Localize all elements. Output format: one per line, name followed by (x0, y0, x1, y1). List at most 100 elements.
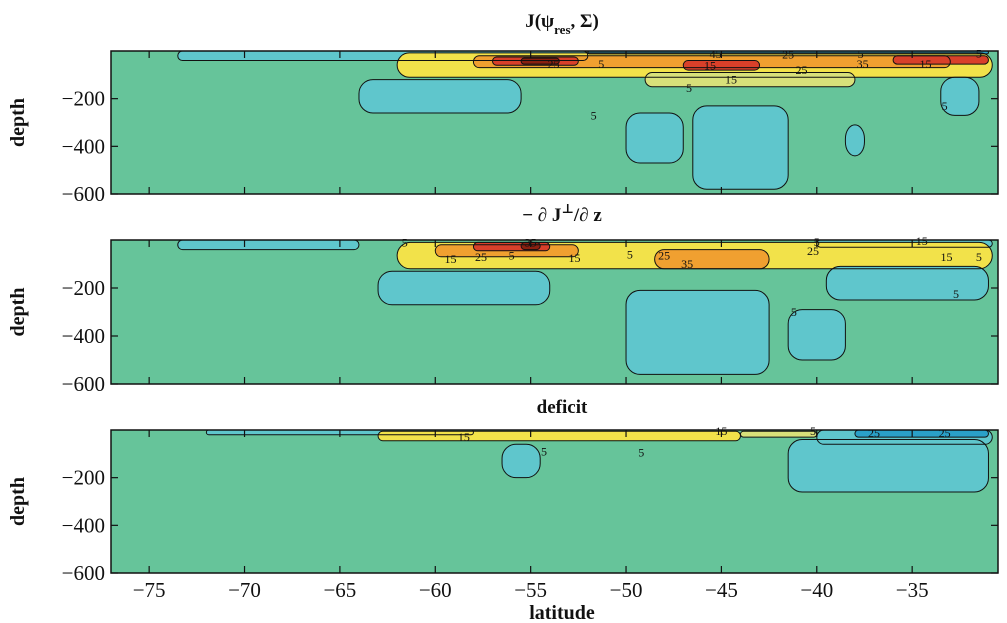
subsurface-negative-patch (788, 439, 989, 492)
contour-line (816, 430, 993, 445)
x-tick-label: −70 (228, 578, 261, 602)
contour-label: 5 (638, 446, 644, 460)
y-axis-label: depth (7, 477, 29, 526)
contour-label: 5 (591, 108, 597, 122)
contour-label: 5 (953, 287, 959, 301)
contour-label: 5 (810, 424, 816, 438)
contour-line (892, 55, 989, 65)
contour-line (358, 79, 522, 114)
high-positive-band (683, 60, 760, 71)
contour-line (472, 55, 951, 69)
subsurface-negative-patch (826, 266, 989, 300)
mid-positive-band (654, 249, 770, 269)
contour-label: 15 (916, 234, 928, 248)
x-tick-label: −60 (419, 578, 452, 602)
contour-line (396, 52, 993, 78)
contour-line (825, 265, 989, 301)
contour-label: 25 (939, 426, 951, 440)
y-tick-label: −400 (62, 513, 105, 537)
contour-line (472, 241, 551, 252)
panel-title: deficit (537, 397, 588, 418)
contour-label: 25 (868, 426, 880, 440)
contour-label: 25 (658, 249, 670, 263)
panel-title: J(ψres, Σ) (525, 11, 599, 37)
contour-line (682, 60, 761, 71)
contour-label: 5 (627, 247, 633, 261)
contour-line (492, 56, 579, 66)
contour-label: 15 (445, 252, 457, 266)
subsurface-negative-patch (788, 309, 846, 360)
contour-label: 5 (402, 235, 408, 249)
contour-line (644, 71, 856, 88)
contour-label: 35 (857, 57, 869, 71)
subsurface-negative-patch (626, 290, 770, 375)
contour-label: 5 (858, 47, 864, 61)
y-tick-label: −600 (62, 182, 105, 206)
contour-label: 15 (920, 57, 932, 71)
y-tick-label: −200 (62, 466, 105, 490)
contour-line (854, 430, 989, 438)
contour-line (501, 443, 541, 479)
x-tick-label: −40 (800, 578, 833, 602)
plot-frame (110, 429, 999, 574)
contour-line (177, 240, 360, 251)
subsurface-negative-patch (626, 112, 684, 164)
x-tick-label: −55 (514, 578, 547, 602)
contour-label: 15 (458, 430, 470, 444)
y-tick-label: −400 (62, 134, 105, 158)
contour-label: 15 (704, 58, 716, 72)
surface-negative-band (854, 430, 989, 438)
x-axis-label: latitude (529, 602, 595, 623)
x-tick-label: −50 (610, 578, 643, 602)
y-axis-label: depth (7, 98, 29, 147)
contour-line (625, 112, 684, 164)
contour-line (654, 249, 770, 270)
subsurface-negative-patch (358, 79, 522, 113)
high-positive-band (893, 55, 989, 65)
subsurface-negative-patch (378, 271, 550, 305)
plot-frame (110, 50, 999, 195)
contour-line (844, 124, 865, 157)
y-tick-label: −200 (62, 276, 105, 300)
contour-label: 5 (791, 305, 797, 319)
contour-label: 15 (940, 250, 952, 264)
y-tick-label: −400 (62, 324, 105, 348)
surface-negative-band (177, 240, 359, 250)
contour-label: 15 (569, 251, 581, 265)
contour-label: 25 (548, 57, 560, 71)
contour-label: 25 (782, 48, 794, 62)
contour-line (787, 309, 846, 361)
contour-label: 5 (541, 444, 547, 458)
subsurface-negative-patch (845, 124, 865, 156)
plot-frame (110, 239, 999, 385)
contour-label: 5 (976, 250, 982, 264)
contour-line (692, 105, 789, 190)
subsurface-negative-patch (940, 77, 979, 116)
contour-line (434, 244, 579, 258)
contour-label: 15 (725, 73, 737, 87)
contour-line (787, 439, 989, 493)
contour-label: 5 (976, 46, 982, 60)
low-positive-band (645, 72, 855, 87)
contour-line (377, 270, 551, 306)
contour-label: 35 (681, 257, 693, 271)
contour-label: 5 (942, 99, 948, 113)
subsurface-negative-patch (692, 105, 789, 190)
x-tick-label: −35 (896, 578, 929, 602)
panel-vertical-flux-divergence: − ∂ J⊥/∂ z 5153515255155253525155555 −20… (7, 201, 999, 396)
x-axis: −75 −70 −65 −60 −55 −50 −45 −40 −35 (133, 578, 929, 602)
subsurface-negative-patch (502, 444, 541, 478)
x-tick-label: −45 (705, 578, 738, 602)
contour-line (520, 57, 560, 65)
x-tick-label: −65 (323, 578, 356, 602)
y-axis-label: depth (7, 288, 29, 337)
contour-label: 25 (807, 244, 819, 258)
positive-band (740, 431, 817, 438)
contour-label: 5 (598, 57, 604, 71)
x-tick-label: −75 (133, 578, 166, 602)
contour-label: 5 (509, 249, 515, 263)
y-tick-label: −600 (62, 372, 105, 396)
